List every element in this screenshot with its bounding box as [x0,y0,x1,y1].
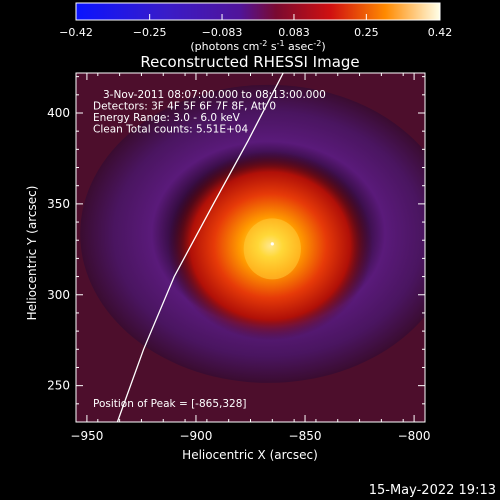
y-tick-label: 250 [47,379,70,393]
footer-timestamp: 15-May-2022 19:13 [369,483,496,498]
x-tick-label: −850 [289,429,322,443]
colorbar-tick-label: 0.42 [428,26,453,39]
annotation-line: 3-Nov-2011 08:07:00.000 to 08:13:00.000 [103,89,326,101]
chart-title: Reconstructed RHESSI Image [140,53,359,71]
x-axis-label: Heliocentric X (arcsec) [182,448,318,462]
colorbar-tick-label: −0.083 [202,26,243,39]
y-axis-label: Heliocentric Y (arcsec) [25,186,39,321]
heatmap-image [76,73,425,422]
peak-position-label: Position of Peak = [-865,328] [93,398,247,410]
colorbar: −0.42 −0.25 −0.083 0.083 0.25 0.42 (photons c… [59,2,453,53]
annotation-line: Energy Range: 3.0 - 6.0 keV [93,112,241,124]
y-tick-label: 400 [47,106,70,120]
colorbar-gradient [75,2,441,21]
colorbar-tick-label: 0.25 [354,26,379,39]
x-tick-label: −900 [179,429,212,443]
y-tick-label: 350 [47,197,70,211]
annotation-line: Clean Total counts: 5.51E+04 [93,124,248,136]
annotation-block: 3-Nov-2011 08:07:00.000 to 08:13:00.000D… [93,89,326,136]
x-tick-label: −800 [398,429,431,443]
colorbar-unit-label: (photons cm-2 s-1 asec-2) [190,39,325,53]
colorbar-tick-label: −0.42 [59,26,93,39]
colorbar-tick-label: −0.25 [133,26,167,39]
peak-marker [270,242,274,246]
y-tick-label: 300 [47,288,70,302]
x-tick-label: −950 [70,429,103,443]
colorbar-tick-label: 0.083 [278,26,310,39]
solar-limb-line [116,73,284,422]
annotation-line: Detectors: 3F 4F 5F 6F 7F 8F, Att 0 [93,101,276,113]
